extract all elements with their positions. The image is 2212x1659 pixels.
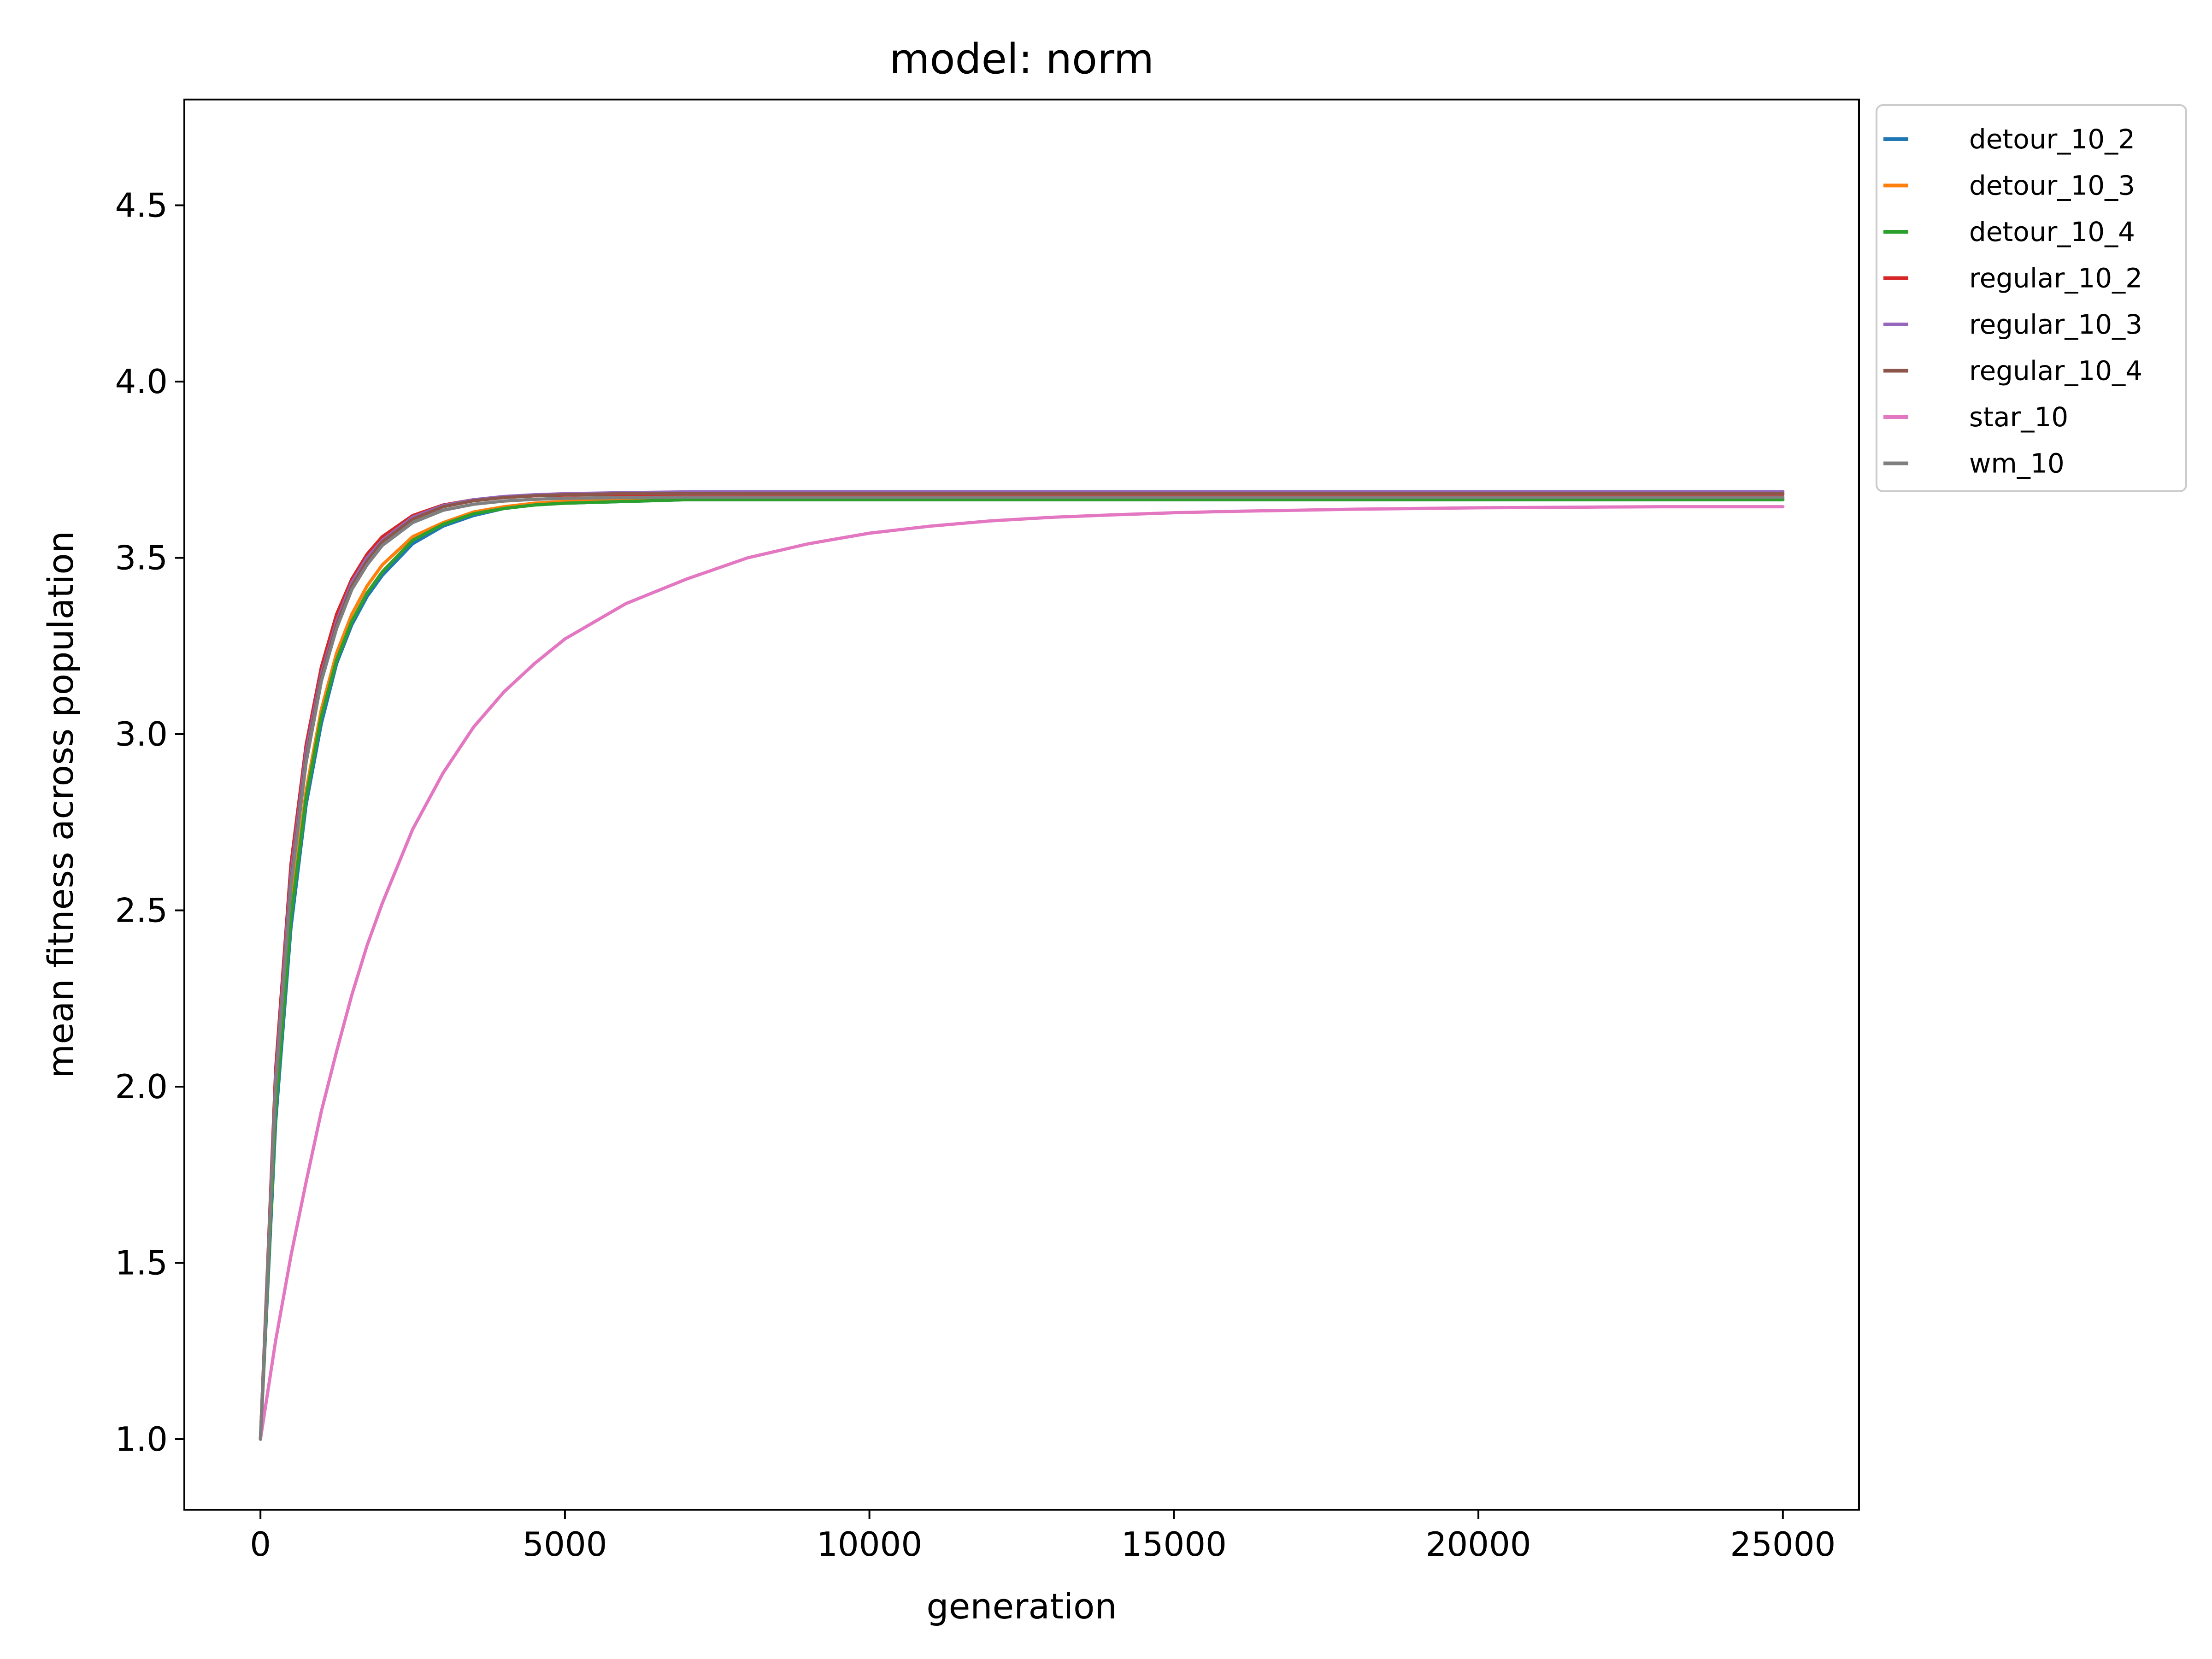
y-tick-label: 1.5 [115,1244,168,1282]
x-axis-label: generation [926,1586,1117,1627]
legend-label: detour_10_3 [1969,170,2135,201]
series-line-wm_10 [259,495,1785,1441]
legend-label: detour_10_4 [1969,216,2135,247]
y-tick-label: 2.5 [115,891,168,930]
series-layer [259,490,1785,1441]
series-line-star_10 [259,505,1785,1441]
x-tick-label: 25000 [1730,1525,1835,1564]
legend-items: detour_10_2 detour_10_3 detour_10_4regular… [1883,124,2142,479]
x-axis: 0 5000 10000 15000 20000 25000 [250,1510,1835,1564]
chart-title: model: norm [889,35,1154,83]
y-tick-label: 4.0 [115,362,168,401]
x-tick-label: 0 [250,1525,271,1564]
legend-label: regular_10_4 [1969,355,2142,387]
y-tick-label: 2.0 [115,1067,168,1106]
x-tick-label: 5000 [523,1525,607,1564]
series-line-detour_10_4 [259,498,1785,1441]
legend-label: regular_10_3 [1969,309,2142,340]
legend-frame [1876,104,2187,492]
legend-label: detour_10_2 [1969,124,2135,155]
legend-label: regular_10_2 [1969,263,2142,294]
y-axis: 1.0 1.5 2.0 2.5 3.0 3.5 4.0 4.5 [115,186,184,1459]
plot-frame [183,99,1860,1511]
legend-label: wm_10 [1969,448,2065,479]
legend: detour_10_2 detour_10_3 detour_10_4regular… [1876,104,2187,492]
legend-label: star_10 [1969,401,2068,433]
y-tick-label: 1.0 [115,1420,168,1459]
x-tick-label: 15000 [1121,1525,1227,1564]
y-tick-label: 3.0 [115,715,168,753]
x-tick-label: 20000 [1426,1525,1531,1564]
x-tick-label: 10000 [817,1525,922,1564]
plot-area [183,99,1860,1511]
y-axis-label: mean fitness across population [40,531,81,1078]
y-tick-label: 3.5 [115,539,168,577]
y-tick-label: 4.5 [115,186,168,225]
